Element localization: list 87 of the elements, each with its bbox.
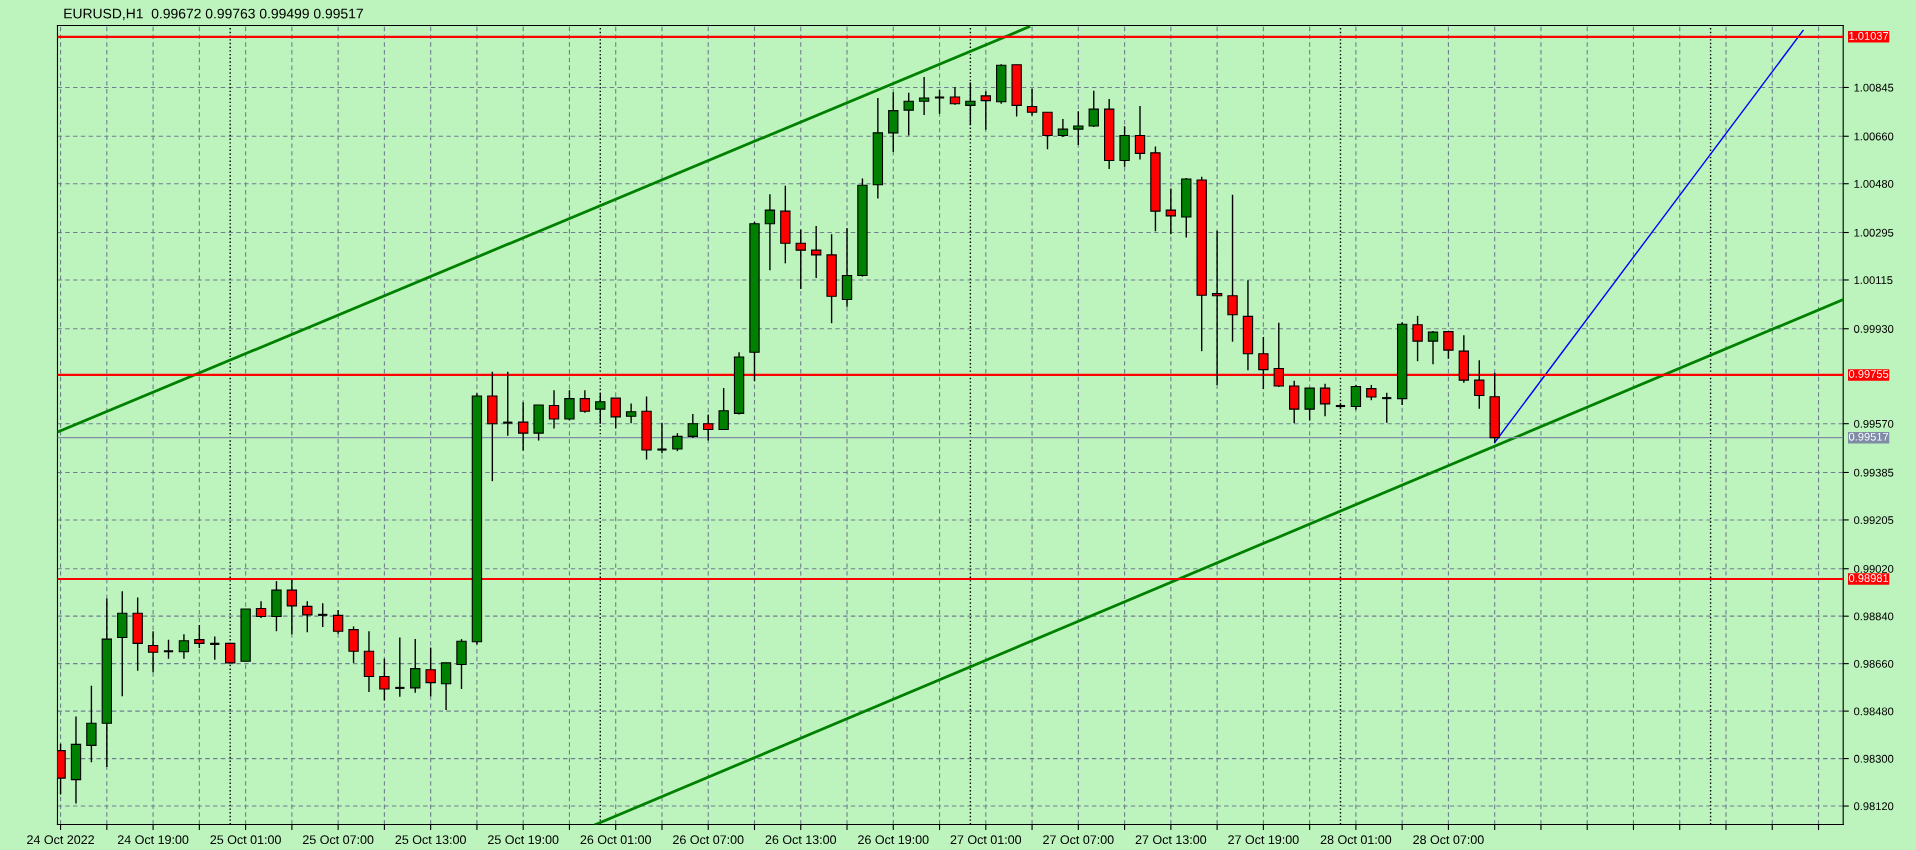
- candlestick: [703, 413, 714, 442]
- candlestick: [610, 397, 621, 430]
- candlestick: [1412, 315, 1423, 362]
- candlestick: [1350, 384, 1362, 411]
- candlestick: [379, 657, 390, 702]
- candlestick: [147, 630, 159, 674]
- candlestick: [518, 401, 529, 452]
- candlestick: [1319, 383, 1331, 417]
- candlestick: [317, 602, 329, 628]
- x-tick-label: 24 Oct 19:00: [117, 835, 189, 845]
- candlestick: [810, 225, 822, 279]
- y-tick-label: 0.98300: [1854, 754, 1894, 763]
- candlestick: [841, 227, 853, 308]
- candlestick: [764, 193, 776, 271]
- chart-title: EURUSD,H1 0.99672 0.99763 0.99499 0.99517: [64, 8, 363, 21]
- y-tick-label: 0.98480: [1854, 707, 1894, 716]
- candlestick: [1304, 387, 1315, 422]
- ref-line-label: 0.99755: [1848, 370, 1889, 378]
- candlestick: [918, 76, 930, 116]
- candlestick: [1227, 194, 1238, 343]
- y-tick-label: 0.99930: [1854, 325, 1894, 333]
- x-tick-label: 27 Oct 19:00: [1228, 835, 1299, 845]
- y-tick-label: 1.00845: [1854, 83, 1894, 92]
- x-tick-label: 26 Oct 07:00: [673, 835, 744, 845]
- x-tick-label: 27 Oct 01:00: [950, 835, 1022, 845]
- candlestick: [579, 389, 591, 414]
- candlestick: [888, 91, 899, 153]
- ref-line-label: 1.01037: [1849, 31, 1889, 40]
- x-tick-label: 27 Oct 07:00: [1043, 835, 1114, 845]
- y-tick-label: 0.98120: [1854, 802, 1894, 811]
- candlestick: [348, 625, 359, 664]
- candlestick: [332, 609, 344, 635]
- candlestick: [1381, 392, 1393, 424]
- candlestick: [795, 228, 806, 290]
- candlestick: [1026, 87, 1038, 117]
- x-tick-label: 24 Oct 2022: [27, 835, 94, 845]
- candlestick: [86, 685, 97, 763]
- ref-line-label: 0.99517: [1848, 432, 1889, 441]
- y-tick-label: 1.00295: [1854, 228, 1894, 237]
- candlestick: [162, 638, 175, 660]
- candlestick: [718, 387, 729, 431]
- y-tick-label: 0.99570: [1854, 419, 1894, 428]
- candlestick: [440, 662, 452, 711]
- x-tick-label: 28 Oct 01:00: [1320, 835, 1392, 845]
- candlestick: [178, 633, 190, 660]
- x-tick-label: 25 Oct 01:00: [210, 835, 281, 845]
- candlestick: [1073, 110, 1084, 146]
- candlestick: [980, 90, 991, 131]
- candlestick: [456, 638, 467, 690]
- candlestick: [302, 600, 313, 633]
- candlestick: [933, 89, 946, 115]
- candlestick: [502, 371, 514, 437]
- candlestick: [394, 636, 406, 698]
- candlestick: [194, 624, 205, 649]
- candlestick: [1289, 380, 1300, 424]
- x-tick-label: 26 Oct 19:00: [858, 835, 929, 845]
- x-tick-label: 25 Oct 07:00: [302, 835, 374, 845]
- y-tick-label: 1.00660: [1854, 132, 1894, 141]
- y-tick-label: 0.99020: [1854, 564, 1894, 573]
- candlestick: [1443, 330, 1454, 360]
- candlestick: [656, 421, 668, 454]
- y-tick-label: 1.00480: [1854, 179, 1894, 188]
- x-tick-label: 26 Oct 01:00: [580, 835, 652, 845]
- candlestick: [1042, 111, 1053, 150]
- ref-line-label: 0.98981: [1848, 574, 1889, 582]
- candlestick: [687, 413, 698, 439]
- x-tick-label: 27 Oct 13:00: [1135, 835, 1207, 845]
- candlestick: [425, 646, 436, 698]
- y-tick-label: 0.98660: [1854, 659, 1894, 668]
- candlestick: [564, 389, 575, 422]
- y-tick-label: 0.98840: [1854, 612, 1894, 621]
- y-tick-label: 0.99385: [1854, 468, 1894, 477]
- x-tick-label: 26 Oct 13:00: [765, 835, 837, 845]
- candlestick: [1088, 89, 1099, 128]
- y-tick-label: 1.00115: [1854, 276, 1893, 285]
- candlestick: [209, 635, 221, 661]
- x-tick-label: 25 Oct 19:00: [488, 835, 559, 845]
- candlestick: [1427, 330, 1439, 366]
- candlestick: [548, 389, 560, 430]
- candlestick: [1165, 187, 1177, 236]
- y-tick-label: 0.99205: [1854, 516, 1894, 525]
- candlestick: [410, 638, 421, 694]
- candlestick: [1134, 105, 1146, 161]
- candlestick: [625, 402, 637, 424]
- x-tick-label: 25 Oct 13:00: [395, 835, 466, 845]
- candlestick: [903, 92, 914, 137]
- x-tick-label: 28 Oct 07:00: [1413, 835, 1484, 845]
